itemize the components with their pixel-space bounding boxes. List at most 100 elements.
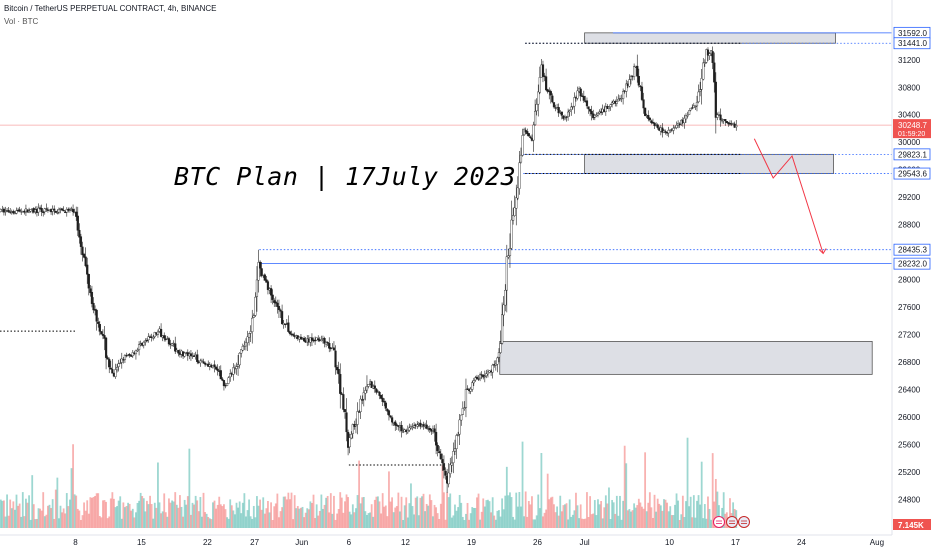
volume-bar bbox=[455, 510, 458, 528]
volume-bar bbox=[562, 505, 565, 528]
candle-body bbox=[337, 369, 340, 375]
volume-bar bbox=[575, 492, 577, 528]
candle-body bbox=[609, 104, 612, 107]
us-flag-event-icon[interactable] bbox=[738, 516, 750, 528]
volume-bar bbox=[229, 499, 232, 528]
candle-body bbox=[299, 336, 303, 340]
volume-bar bbox=[103, 500, 106, 528]
volume-bar bbox=[477, 493, 480, 528]
volume-bar bbox=[402, 519, 404, 528]
volume-bar bbox=[361, 497, 364, 528]
volume-bar bbox=[538, 508, 541, 528]
volume-bar bbox=[625, 463, 628, 528]
candle-body bbox=[42, 211, 45, 213]
y-tick-label: 25600 bbox=[898, 440, 921, 449]
y-tick-label: 29200 bbox=[898, 193, 921, 202]
volume-bar bbox=[369, 512, 371, 528]
candle-body bbox=[227, 377, 230, 384]
candle-body bbox=[225, 383, 229, 386]
volume-bar bbox=[571, 514, 574, 528]
candle-body bbox=[199, 360, 202, 364]
volume-bar bbox=[296, 506, 299, 528]
volume-bar bbox=[201, 516, 203, 528]
candle-body bbox=[62, 209, 65, 212]
candle-body bbox=[131, 352, 134, 357]
volume-bar bbox=[392, 512, 395, 528]
volume-bar bbox=[694, 517, 697, 528]
volume-tag bbox=[893, 519, 931, 530]
volume-bar bbox=[329, 493, 332, 528]
volume-bar bbox=[389, 501, 392, 528]
lightning-event-icon[interactable] bbox=[713, 516, 725, 528]
candle-body bbox=[706, 49, 710, 56]
volume-bar bbox=[724, 513, 727, 528]
volume-bar bbox=[358, 460, 360, 528]
volume-bar bbox=[20, 516, 23, 528]
volume-bar bbox=[578, 518, 581, 528]
us-flag-event-icon[interactable] bbox=[726, 516, 738, 528]
volume-bar bbox=[375, 496, 378, 528]
volume-bar bbox=[557, 515, 560, 528]
candle-body bbox=[174, 343, 177, 352]
volume-bar bbox=[213, 500, 216, 528]
volume-bar bbox=[397, 492, 400, 528]
volume-bar bbox=[499, 516, 502, 528]
candle-body bbox=[271, 294, 274, 300]
candle-body bbox=[653, 122, 656, 126]
volume-bar bbox=[114, 507, 117, 528]
volume-bar bbox=[317, 515, 320, 528]
volume-bar bbox=[631, 510, 634, 528]
candle-body bbox=[258, 261, 262, 269]
volume-bar bbox=[75, 495, 78, 528]
x-tick-label: Jun bbox=[295, 538, 308, 547]
candle-body bbox=[332, 347, 336, 351]
candle-body bbox=[535, 104, 538, 112]
volume-bar bbox=[380, 513, 382, 528]
volume-bar bbox=[177, 507, 180, 528]
volume-bar bbox=[81, 515, 84, 528]
volume-bar bbox=[67, 506, 70, 528]
volume-bar bbox=[685, 501, 687, 528]
volume-bar bbox=[413, 514, 415, 528]
volume-indicator-label[interactable]: Vol · BTC bbox=[4, 17, 39, 26]
volume-bar bbox=[26, 502, 29, 528]
volume-bar bbox=[520, 506, 522, 528]
volume-bar bbox=[647, 502, 650, 528]
candle-body bbox=[277, 306, 281, 310]
volume-bar bbox=[482, 498, 485, 528]
candle-body bbox=[474, 377, 477, 381]
candle-body bbox=[664, 131, 667, 133]
candle-body bbox=[694, 105, 697, 108]
candle-body bbox=[359, 398, 362, 412]
candle-body bbox=[71, 209, 75, 213]
candle-body bbox=[339, 374, 342, 394]
volume-bar bbox=[634, 507, 637, 528]
candle-body bbox=[390, 417, 394, 423]
candle-body bbox=[115, 367, 119, 371]
candle-body bbox=[361, 399, 364, 401]
candle-body bbox=[463, 407, 466, 409]
x-tick-label: 22 bbox=[203, 538, 212, 547]
volume-bar bbox=[543, 512, 546, 528]
candle-body bbox=[82, 253, 86, 258]
candle-body bbox=[317, 338, 320, 341]
volume-bar bbox=[347, 497, 349, 528]
candle-body bbox=[328, 343, 331, 349]
candle-body bbox=[384, 402, 387, 409]
candle-body bbox=[576, 90, 579, 99]
candle-body bbox=[375, 388, 378, 393]
volume-bar bbox=[630, 511, 632, 528]
candle-body bbox=[287, 322, 290, 332]
candle-body bbox=[518, 162, 521, 189]
candle-body bbox=[699, 89, 702, 92]
volume-bar bbox=[337, 508, 340, 528]
volume-bar bbox=[127, 502, 129, 528]
level-price-label: 29823.1 bbox=[898, 150, 927, 159]
volume-bar bbox=[611, 499, 614, 528]
candle-body bbox=[604, 106, 607, 112]
volume-bar bbox=[549, 497, 552, 528]
volume-bar bbox=[270, 502, 272, 528]
candle-body bbox=[716, 114, 719, 118]
